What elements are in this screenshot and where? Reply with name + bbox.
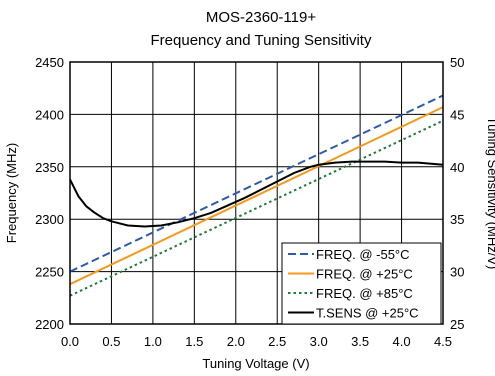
x-tick-label: 1.5 <box>185 334 203 349</box>
series-line-3 <box>69 160 444 228</box>
y2-tick-label: 40 <box>450 160 464 175</box>
x-tick-label: 4.0 <box>393 334 411 349</box>
series-line-1 <box>69 106 444 286</box>
chart-title: MOS-2360-119+ <box>206 9 316 26</box>
tick-labels: 0.0 0.5 1.0 1.5 2.0 2.5 3.0 3.5 4.0 4.5 2200 2250 23… <box>35 55 464 349</box>
x-tick-label: 3.0 <box>310 334 328 349</box>
y-tick-label: 2400 <box>35 107 64 122</box>
series-lines <box>69 94 444 297</box>
y-tick-label: 2250 <box>35 265 64 280</box>
y2-tick-label: 45 <box>450 107 464 122</box>
x-tick-label: 3.5 <box>351 334 369 349</box>
y-tick-label: 2200 <box>35 317 64 332</box>
y2-tick-label: 25 <box>450 317 464 332</box>
legend-box <box>281 242 442 325</box>
legend-label: FREQ. @ -55°C <box>316 247 410 262</box>
legend-label: FREQ. @ +25°C <box>316 267 413 282</box>
x-tick-label: 4.5 <box>434 334 452 349</box>
x-tick-label: 1.0 <box>144 334 162 349</box>
legend-label: FREQ. @ +85°C <box>316 286 413 301</box>
series-line-2 <box>69 119 444 297</box>
y-tick-label: 2350 <box>35 160 64 175</box>
x-axis-label: Tuning Voltage (V) <box>202 356 309 371</box>
x-tick-label: 0.0 <box>61 334 79 349</box>
x-tick-label: 2.0 <box>227 334 245 349</box>
y2-tick-label: 30 <box>450 265 464 280</box>
legend: FREQ. @ -55°C FREQ. @ +25°C FREQ. @ +85°C T… <box>281 242 442 325</box>
x-tick-label: 2.5 <box>268 334 286 349</box>
x-tick-label: 0.5 <box>102 334 120 349</box>
y2-tick-label: 35 <box>450 212 464 227</box>
legend-label: T.SENS @ +25°C <box>316 306 419 321</box>
series-line-0 <box>69 94 444 273</box>
y-tick-label: 2450 <box>35 55 64 70</box>
y-axis-label: Frequency (MHz) <box>4 143 19 243</box>
chart-subtitle: Frequency and Tuning Sensitivity <box>151 32 372 49</box>
y2-axis-label: Tuning Sensitivity (MHz/V) <box>485 117 495 270</box>
y-tick-label: 2300 <box>35 212 64 227</box>
plot-frame <box>69 61 444 325</box>
y2-tick-label: 50 <box>450 55 464 70</box>
